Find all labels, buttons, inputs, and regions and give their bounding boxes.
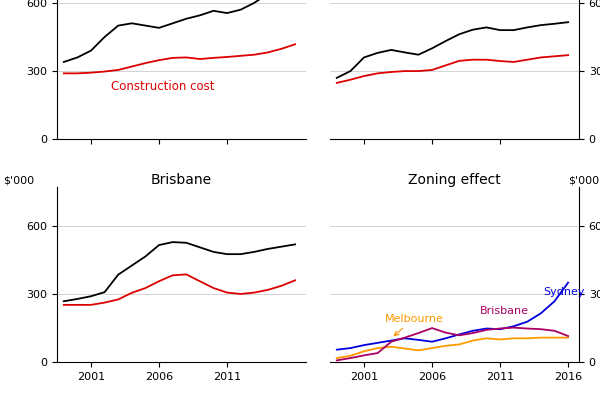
Title: Zoning effect: Zoning effect	[408, 173, 501, 187]
Title: Brisbane: Brisbane	[151, 173, 212, 187]
Text: Construction cost: Construction cost	[112, 80, 215, 93]
Text: $'000: $'000	[568, 175, 599, 185]
Text: Brisbane: Brisbane	[479, 306, 529, 316]
Text: $'000: $'000	[3, 175, 34, 185]
Text: Sydney: Sydney	[544, 287, 585, 297]
Text: Melbourne: Melbourne	[385, 314, 443, 336]
